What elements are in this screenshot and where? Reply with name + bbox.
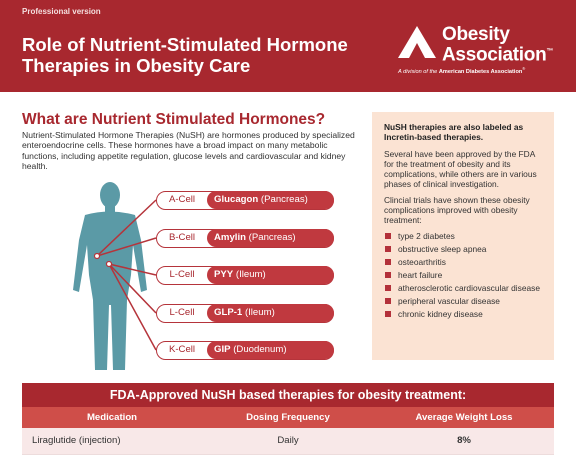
logo-wordmark: Obesity Association™ xyxy=(442,24,554,66)
hormone-pill: PYY (Ileum) xyxy=(207,266,334,284)
square-bullet-icon xyxy=(385,311,391,317)
cell-glucagon: A-Cell Glucagon (Pancreas) xyxy=(156,191,334,210)
table-title: FDA-Approved NuSH based therapies for ob… xyxy=(22,383,554,407)
square-bullet-icon xyxy=(385,272,391,278)
cell-type-label: K-Cell xyxy=(168,344,196,355)
logo-subtitle: A division of the American Diabetes Asso… xyxy=(398,66,526,75)
hormone-pill: GLP-1 (Ileum) xyxy=(207,304,334,322)
logo-triangle-icon xyxy=(398,26,436,58)
cell-glp1: L-Cell GLP-1 (Ileum) xyxy=(156,304,334,323)
cell-type-label: B-Cell xyxy=(168,232,196,243)
list-item: atherosclerotic cardiovascular disease xyxy=(384,283,542,293)
header-banner: Professional version Role of Nutrient-St… xyxy=(0,0,576,92)
cell-amylin: B-Cell Amylin (Pancreas) xyxy=(156,229,334,248)
list-item: obstructive sleep apnea xyxy=(384,244,542,254)
cell-gip: K-Cell GIP (Duodenum) xyxy=(156,341,334,360)
intro-paragraph: Nutrient-Stimulated Hormone Therapies (N… xyxy=(22,130,355,171)
table-row: Liraglutide (injection) Daily 8% xyxy=(22,428,554,454)
table-header-row: Medication Dosing Frequency Average Weig… xyxy=(22,407,554,428)
sidebar-paragraph: Several have been approved by the FDA fo… xyxy=(384,149,537,189)
sidebar-paragraph: Clincial trials have shown these obesity… xyxy=(384,195,530,225)
square-bullet-icon xyxy=(385,259,391,265)
cell-type-label: A-Cell xyxy=(168,194,196,205)
cell-medication: Liraglutide (injection) xyxy=(32,435,121,446)
column-header-weight-loss: Average Weight Loss xyxy=(415,412,513,423)
obesity-association-logo[interactable]: Obesity Association™ A division of the A… xyxy=(398,24,568,76)
complications-list: type 2 diabetes obstructive sleep apnea … xyxy=(384,231,542,319)
column-header-medication: Medication xyxy=(86,412,138,423)
list-item: chronic kidney disease xyxy=(384,309,542,319)
list-item: heart failure xyxy=(384,270,542,280)
section-heading: What are Nutrient Stimulated Hormones? xyxy=(22,111,326,128)
version-label: Professional version xyxy=(22,7,101,16)
list-item: type 2 diabetes xyxy=(384,231,542,241)
column-header-dosing: Dosing Frequency xyxy=(246,412,330,423)
list-item: osteoarthritis xyxy=(384,257,542,267)
square-bullet-icon xyxy=(385,233,391,239)
cell-weight-loss: 8% xyxy=(457,435,471,446)
table-row-cutoff xyxy=(22,454,554,461)
page-title: Role of Nutrient-Stimulated Hormone Ther… xyxy=(22,34,348,76)
incretin-info-box: NuSH therapies are also labeled as Incre… xyxy=(372,112,554,360)
cell-pyy: L-Cell PYY (Ileum) xyxy=(156,266,334,285)
sidebar-heading: NuSH therapies are also labeled as Incre… xyxy=(384,122,524,142)
square-bullet-icon xyxy=(385,246,391,252)
square-bullet-icon xyxy=(385,285,391,291)
cell-type-label: L-Cell xyxy=(169,269,195,280)
square-bullet-icon xyxy=(385,298,391,304)
hormone-pill: Amylin (Pancreas) xyxy=(207,229,334,247)
list-item: peripheral vascular disease xyxy=(384,296,542,306)
cell-dosing: Daily xyxy=(277,435,299,446)
hormone-pill: GIP (Duodenum) xyxy=(207,341,334,359)
cell-type-label: L-Cell xyxy=(169,307,195,318)
human-body-figure xyxy=(73,182,157,370)
hormone-pill: Glucagon (Pancreas) xyxy=(207,191,334,209)
